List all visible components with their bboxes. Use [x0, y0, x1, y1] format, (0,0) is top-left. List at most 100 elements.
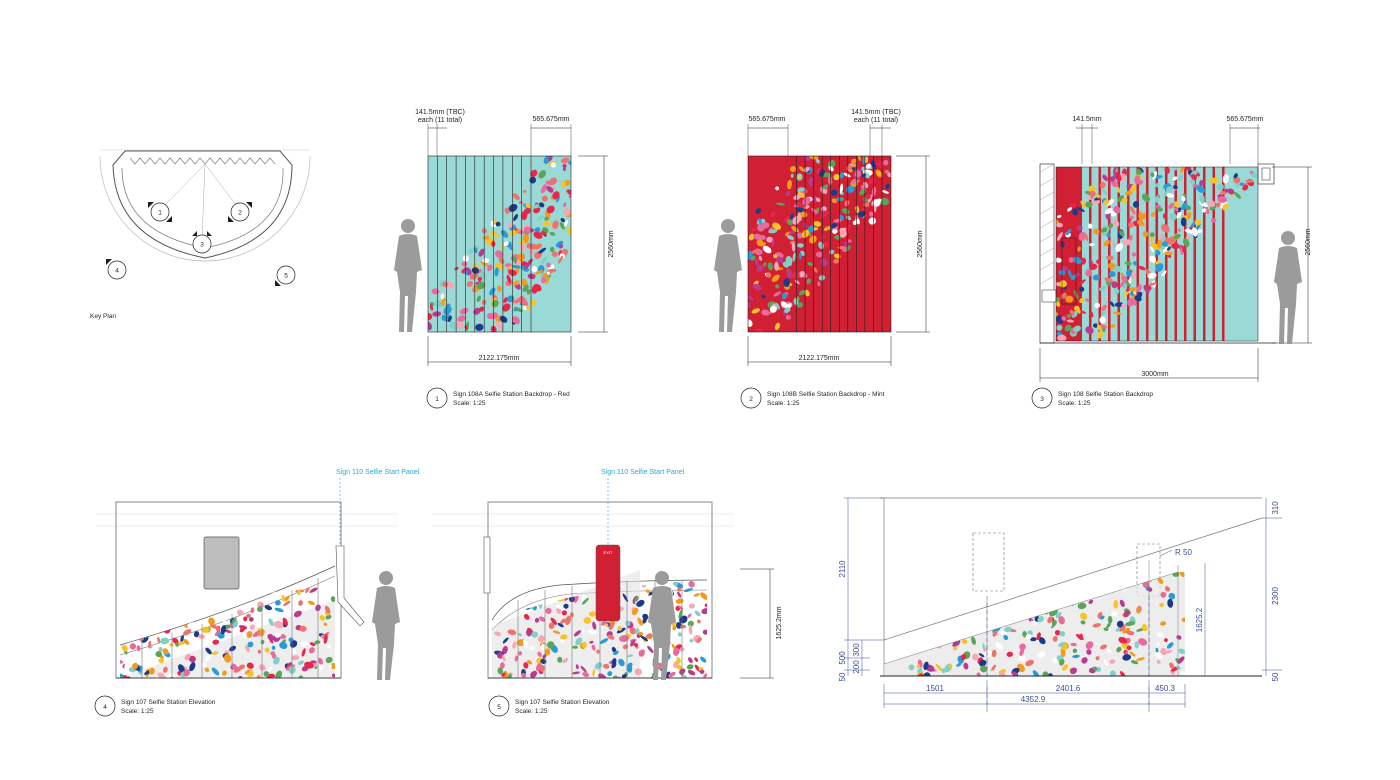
confetti-dot — [791, 242, 796, 252]
confetti-dot — [556, 607, 562, 614]
confetti-dot — [1042, 671, 1049, 676]
confetti-dot — [546, 262, 551, 268]
confetti-dot — [750, 227, 756, 232]
confetti-dot — [157, 636, 161, 643]
drawing-number-circle — [426, 387, 448, 409]
confetti-dot — [1124, 261, 1132, 266]
confetti-dot — [144, 609, 153, 615]
confetti-dot — [477, 276, 483, 282]
confetti-dot — [494, 631, 501, 636]
confetti-dot — [273, 656, 280, 665]
confetti-dot — [1113, 205, 1121, 214]
confetti-dot — [160, 637, 170, 645]
confetti-dot — [528, 249, 535, 255]
confetti-dot — [503, 580, 510, 587]
confetti-dot — [284, 595, 290, 602]
confetti-dot — [1147, 587, 1153, 592]
confetti-dot — [1119, 671, 1126, 676]
confetti-dot — [780, 301, 788, 309]
confetti-dot — [560, 180, 566, 188]
confetti-dot — [687, 613, 692, 618]
wall-box — [1041, 289, 1057, 303]
confetti-dot — [291, 655, 300, 661]
confetti-dot — [1222, 203, 1229, 211]
confetti-dot — [980, 585, 990, 591]
confetti-dot — [942, 572, 949, 573]
key-plan-marker-4[interactable]: 4 — [106, 259, 127, 280]
confetti-dot — [638, 649, 645, 657]
confetti-dot — [522, 284, 529, 292]
confetti-dot — [187, 614, 192, 622]
confetti-dot — [222, 589, 229, 597]
dim-height: 2560mm — [917, 230, 924, 257]
confetti-dot — [514, 655, 519, 662]
dim-strip-width: 141.5mm (TBC) — [415, 109, 465, 116]
confetti-dot — [902, 593, 908, 598]
confetti-dot — [548, 622, 555, 630]
confetti-dot — [1137, 291, 1143, 299]
confetti-dot — [531, 265, 538, 273]
key-plan-marker-3[interactable]: 3 — [192, 231, 212, 254]
confetti-dot — [928, 596, 933, 606]
confetti-dot — [917, 668, 923, 674]
confetti-dot — [253, 588, 260, 595]
confetti-dot — [847, 239, 852, 243]
panel-label: EXIT — [604, 550, 613, 555]
confetti-dot — [961, 572, 966, 575]
confetti-dot — [884, 169, 889, 174]
confetti-dot — [1072, 208, 1079, 216]
confetti-dot — [297, 589, 301, 596]
confetti-dot — [581, 597, 589, 605]
mint-strip — [1177, 167, 1184, 341]
confetti-dot — [1178, 648, 1185, 654]
drawing-scale: Scale: 1:25 — [767, 400, 800, 407]
confetti-dot — [1080, 612, 1088, 620]
confetti-dot — [884, 605, 887, 611]
confetti-dot — [1224, 188, 1229, 193]
confetti-dot — [526, 629, 531, 637]
confetti-dot — [513, 585, 523, 593]
confetti-dot — [244, 586, 252, 595]
confetti-dot — [954, 572, 959, 575]
confetti-dot — [281, 594, 285, 602]
confetti-dot — [246, 662, 254, 669]
confetti-dot — [755, 249, 763, 256]
confetti-dot — [748, 295, 754, 301]
confetti-dot — [672, 580, 679, 587]
confetti-dot — [1045, 572, 1052, 580]
confetti-dot — [1118, 636, 1128, 644]
confetti-dot — [1179, 572, 1185, 578]
confetti-dot — [1186, 211, 1192, 220]
confetti-dot — [813, 267, 818, 273]
key-plan-marker-5[interactable]: 5 — [275, 265, 296, 286]
confetti-dot — [668, 671, 676, 678]
confetti-dot — [447, 315, 452, 323]
confetti-dot — [1092, 274, 1100, 281]
key-plan-marker-1[interactable]: 1 — [148, 202, 172, 222]
confetti-dot — [268, 618, 274, 627]
confetti-dot — [1169, 213, 1177, 221]
confetti-dot — [941, 588, 947, 593]
key-plan-marker-2[interactable]: 2 — [228, 202, 252, 222]
confetti-dot — [193, 631, 200, 638]
confetti-dot — [1088, 185, 1096, 193]
confetti-dot — [748, 233, 755, 241]
confetti-dot — [557, 656, 563, 663]
confetti-dot — [551, 251, 558, 258]
confetti-dot — [517, 253, 525, 262]
confetti-dot — [999, 630, 1007, 635]
confetti-dot — [1038, 637, 1046, 645]
confetti-dot — [751, 308, 761, 314]
confetti-dot — [1079, 286, 1085, 292]
confetti-dot — [509, 229, 517, 237]
confetti-dot — [900, 607, 907, 612]
confetti-dot — [1141, 193, 1151, 203]
confetti-dot — [1119, 281, 1125, 288]
confetti-dot — [507, 266, 512, 270]
confetti-dot — [556, 195, 560, 203]
confetti-dot — [757, 224, 765, 232]
confetti-dot — [1119, 599, 1125, 607]
confetti-dot — [1058, 616, 1065, 625]
confetti-dot — [1181, 201, 1188, 211]
confetti-dot — [1109, 176, 1116, 182]
